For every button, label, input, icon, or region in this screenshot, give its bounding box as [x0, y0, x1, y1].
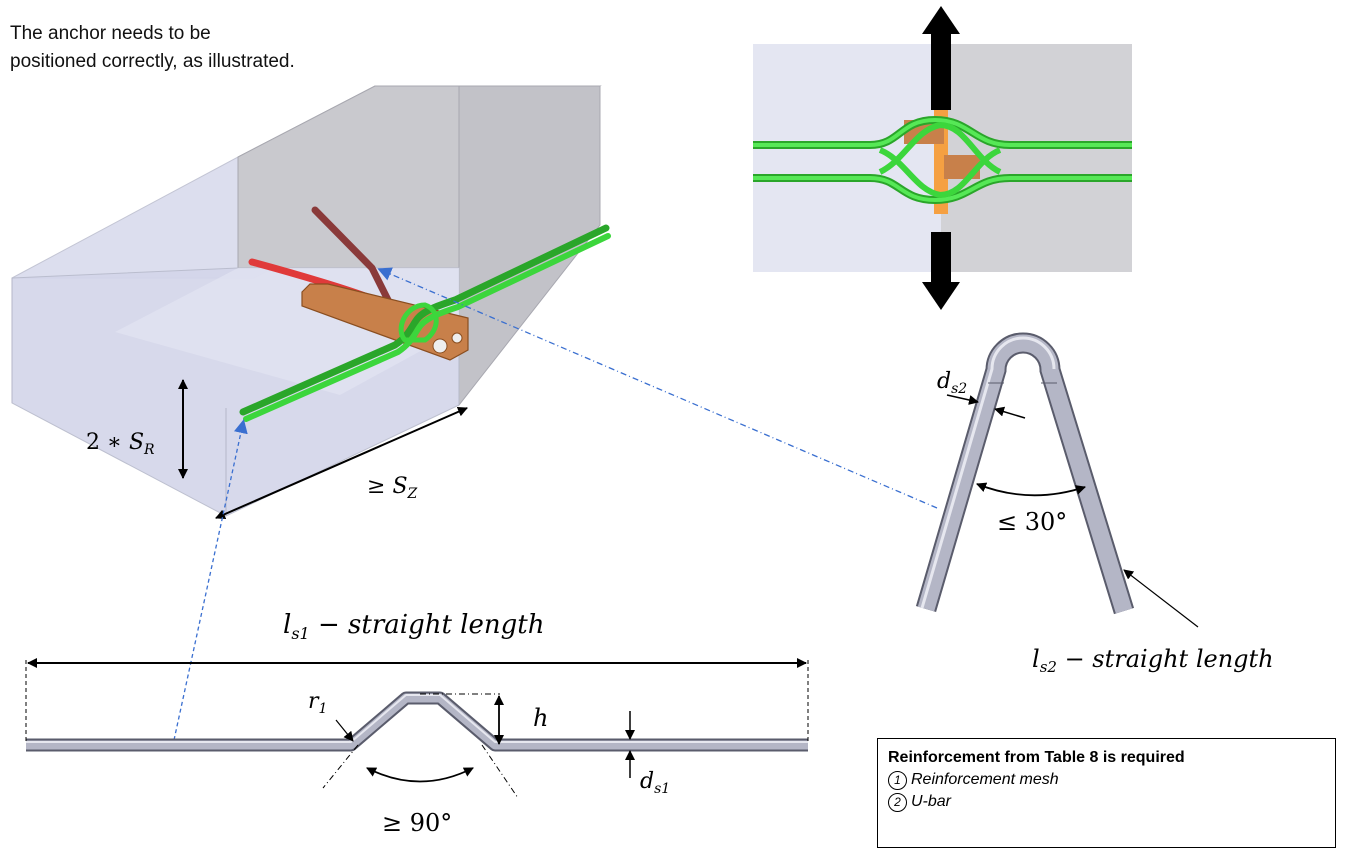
label-ls2: ls2 − straight length	[1032, 645, 1274, 676]
label-ds1: ds1	[640, 769, 670, 797]
detail-load-arrow-up	[922, 6, 960, 110]
note-item-1-number: 1	[888, 770, 907, 790]
label-ubar-angle: ≤ 30°	[997, 508, 1067, 536]
label-ls2-text: − straight length	[1057, 645, 1274, 673]
dim-ds2-arrow-left	[946, 394, 979, 405]
label-ls1-var: l	[283, 610, 291, 640]
label-r1-sub: 1	[319, 701, 328, 717]
label-ls1-sub: s1	[291, 624, 309, 643]
dim-ds2-arrow-right	[994, 406, 1026, 419]
label-h: h	[533, 704, 548, 732]
label-r1-var: r	[308, 689, 320, 714]
label-ds2: ds2	[937, 369, 967, 397]
note-title: Reinforcement from Table 8 is required	[888, 749, 1185, 766]
label-ds2-sub: s2	[951, 381, 967, 397]
label-2sr: 2 ∗ SR	[86, 430, 155, 458]
label-2sr-coef: 2 ∗	[86, 430, 129, 455]
note-item-2-label: U-bar	[911, 793, 952, 810]
label-sz: ≥ SZ	[367, 474, 418, 502]
note-item-2: 2 U-bar	[888, 791, 1325, 813]
label-sz-var: S	[392, 474, 407, 499]
note-item-1: 1 Reinforcement mesh	[888, 769, 1325, 791]
red-bar-back	[311, 206, 392, 304]
label-ls2-sub: s2	[1040, 658, 1057, 676]
leader-ubar	[377, 267, 938, 509]
caption-line-2: positioned correctly, as illustrated.	[10, 51, 295, 72]
dim-mesh-angle-ext-left	[322, 744, 359, 789]
label-ds1-var: d	[640, 769, 654, 794]
label-2sr-var: S	[129, 430, 144, 455]
label-ls2-var: l	[1032, 645, 1040, 673]
label-sz-sym: ≥	[367, 474, 392, 499]
green-rebar-3d	[239, 224, 611, 422]
caption: The anchor needs to be positioned correc…	[10, 20, 295, 76]
mesh-bar-drawing	[26, 691, 808, 752]
dim-mesh-angle-ext-right	[481, 744, 519, 799]
dim-mesh-angle-arc	[366, 767, 474, 783]
label-ds2-var: d	[937, 369, 951, 394]
reinforcement-note-box: Reinforcement from Table 8 is required 1…	[877, 738, 1336, 848]
dim-sz-arrow	[215, 407, 468, 519]
anchor-hole-1	[432, 338, 448, 354]
detail-green-rebar	[753, 115, 1132, 205]
mesh-bar-shape	[26, 691, 808, 752]
label-r1: r1	[308, 689, 327, 717]
detail-load-arrow-down	[922, 232, 960, 310]
label-mesh-angle: ≥ 90°	[382, 809, 452, 837]
leader-ls2	[1123, 569, 1199, 628]
caption-line-1: The anchor needs to be	[10, 23, 211, 44]
anchor-hole-2	[451, 332, 463, 344]
leader-r1	[335, 719, 354, 742]
label-sz-sub: Z	[407, 486, 418, 502]
note-item-1-label: Reinforcement mesh	[911, 771, 1059, 788]
detail-view	[753, 6, 1132, 310]
note-item-2-number: 2	[888, 792, 907, 812]
block-right-face	[458, 85, 601, 407]
label-ds1-sub: s1	[654, 781, 670, 797]
label-ls1: ls1 − straight length	[283, 610, 544, 643]
label-ls1-text: − straight length	[310, 610, 545, 640]
detail-bg-left	[753, 44, 941, 272]
leader-mesh	[173, 419, 248, 741]
label-2sr-sub: R	[143, 442, 155, 458]
dim-ubar-angle-arc	[976, 482, 1086, 497]
ubar-drawing	[915, 332, 1135, 615]
